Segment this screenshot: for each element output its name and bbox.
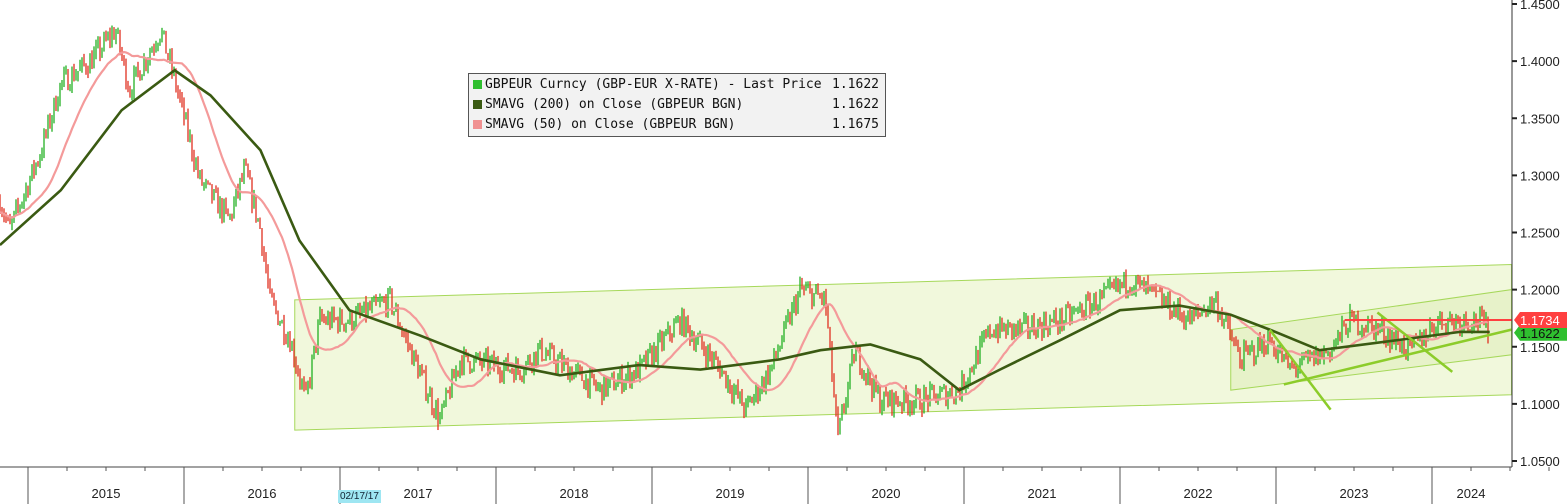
legend-value: 1.1675 [832, 117, 879, 132]
y-axis-bg [1512, 0, 1567, 504]
legend-swatch [473, 120, 482, 129]
legend-item-price: GBPEUR Curncy (GBP-EUR X-RATE) - Last Pr… [469, 75, 885, 94]
legend-swatch [473, 80, 482, 89]
legend-value: 1.1622 [832, 97, 879, 112]
x-tick-label: 2021 [1028, 486, 1057, 501]
x-tick-label: 2020 [872, 486, 901, 501]
y-tick-label: 1.4500 [1520, 0, 1560, 12]
cursor-date-tag: 02/17/17 [338, 490, 381, 503]
y-tick-label: 1.1000 [1520, 397, 1560, 412]
y-tick-label: 1.0500 [1520, 454, 1560, 469]
legend: GBPEUR Curncy (GBP-EUR X-RATE) - Last Pr… [468, 73, 886, 137]
y-tick-label: 1.4000 [1520, 54, 1560, 69]
y-tick-label: 1.3000 [1520, 168, 1560, 183]
legend-swatch [473, 100, 482, 109]
last-price-tag-bg [1514, 324, 1567, 341]
x-tick-label: 2023 [1340, 486, 1369, 501]
x-tick-label: 2022 [1184, 486, 1213, 501]
x-tick-label: 2024 [1457, 486, 1486, 501]
x-tick-label: 2015 [92, 486, 121, 501]
legend-label: SMAVG (200) on Close (GBPEUR BGN) [485, 97, 744, 112]
trendline [1283, 328, 1512, 386]
last-price-tag: 1.1622 [1520, 326, 1560, 341]
trendline [1268, 328, 1332, 411]
x-tick-label: 2019 [716, 486, 745, 501]
y-tick-label: 1.2500 [1520, 226, 1560, 241]
trendline [1376, 311, 1454, 373]
high-tag: 1.1734 [1520, 313, 1560, 328]
legend-label: SMAVG (50) on Close (GBPEUR BGN) [485, 117, 736, 132]
x-tick-label: 2016 [248, 486, 277, 501]
y-tick-label: 1.2000 [1520, 283, 1560, 298]
x-tick-label: 2017 [404, 486, 433, 501]
high-tag-bg [1514, 312, 1567, 329]
y-tick-label: 1.3500 [1520, 111, 1560, 126]
legend-label: GBPEUR Curncy (GBP-EUR X-RATE) - Last Pr… [485, 77, 822, 92]
sma200-line [0, 68, 1490, 392]
legend-item-sma50: SMAVG (50) on Close (GBPEUR BGN) 1.1675 [469, 115, 885, 134]
legend-value: 1.1622 [832, 77, 879, 92]
x-tick-label: 2018 [560, 486, 589, 501]
legend-item-sma200: SMAVG (200) on Close (GBPEUR BGN) 1.1622 [469, 95, 885, 114]
sma50-line [0, 50, 1489, 403]
y-tick-label: 1.1500 [1520, 340, 1560, 355]
